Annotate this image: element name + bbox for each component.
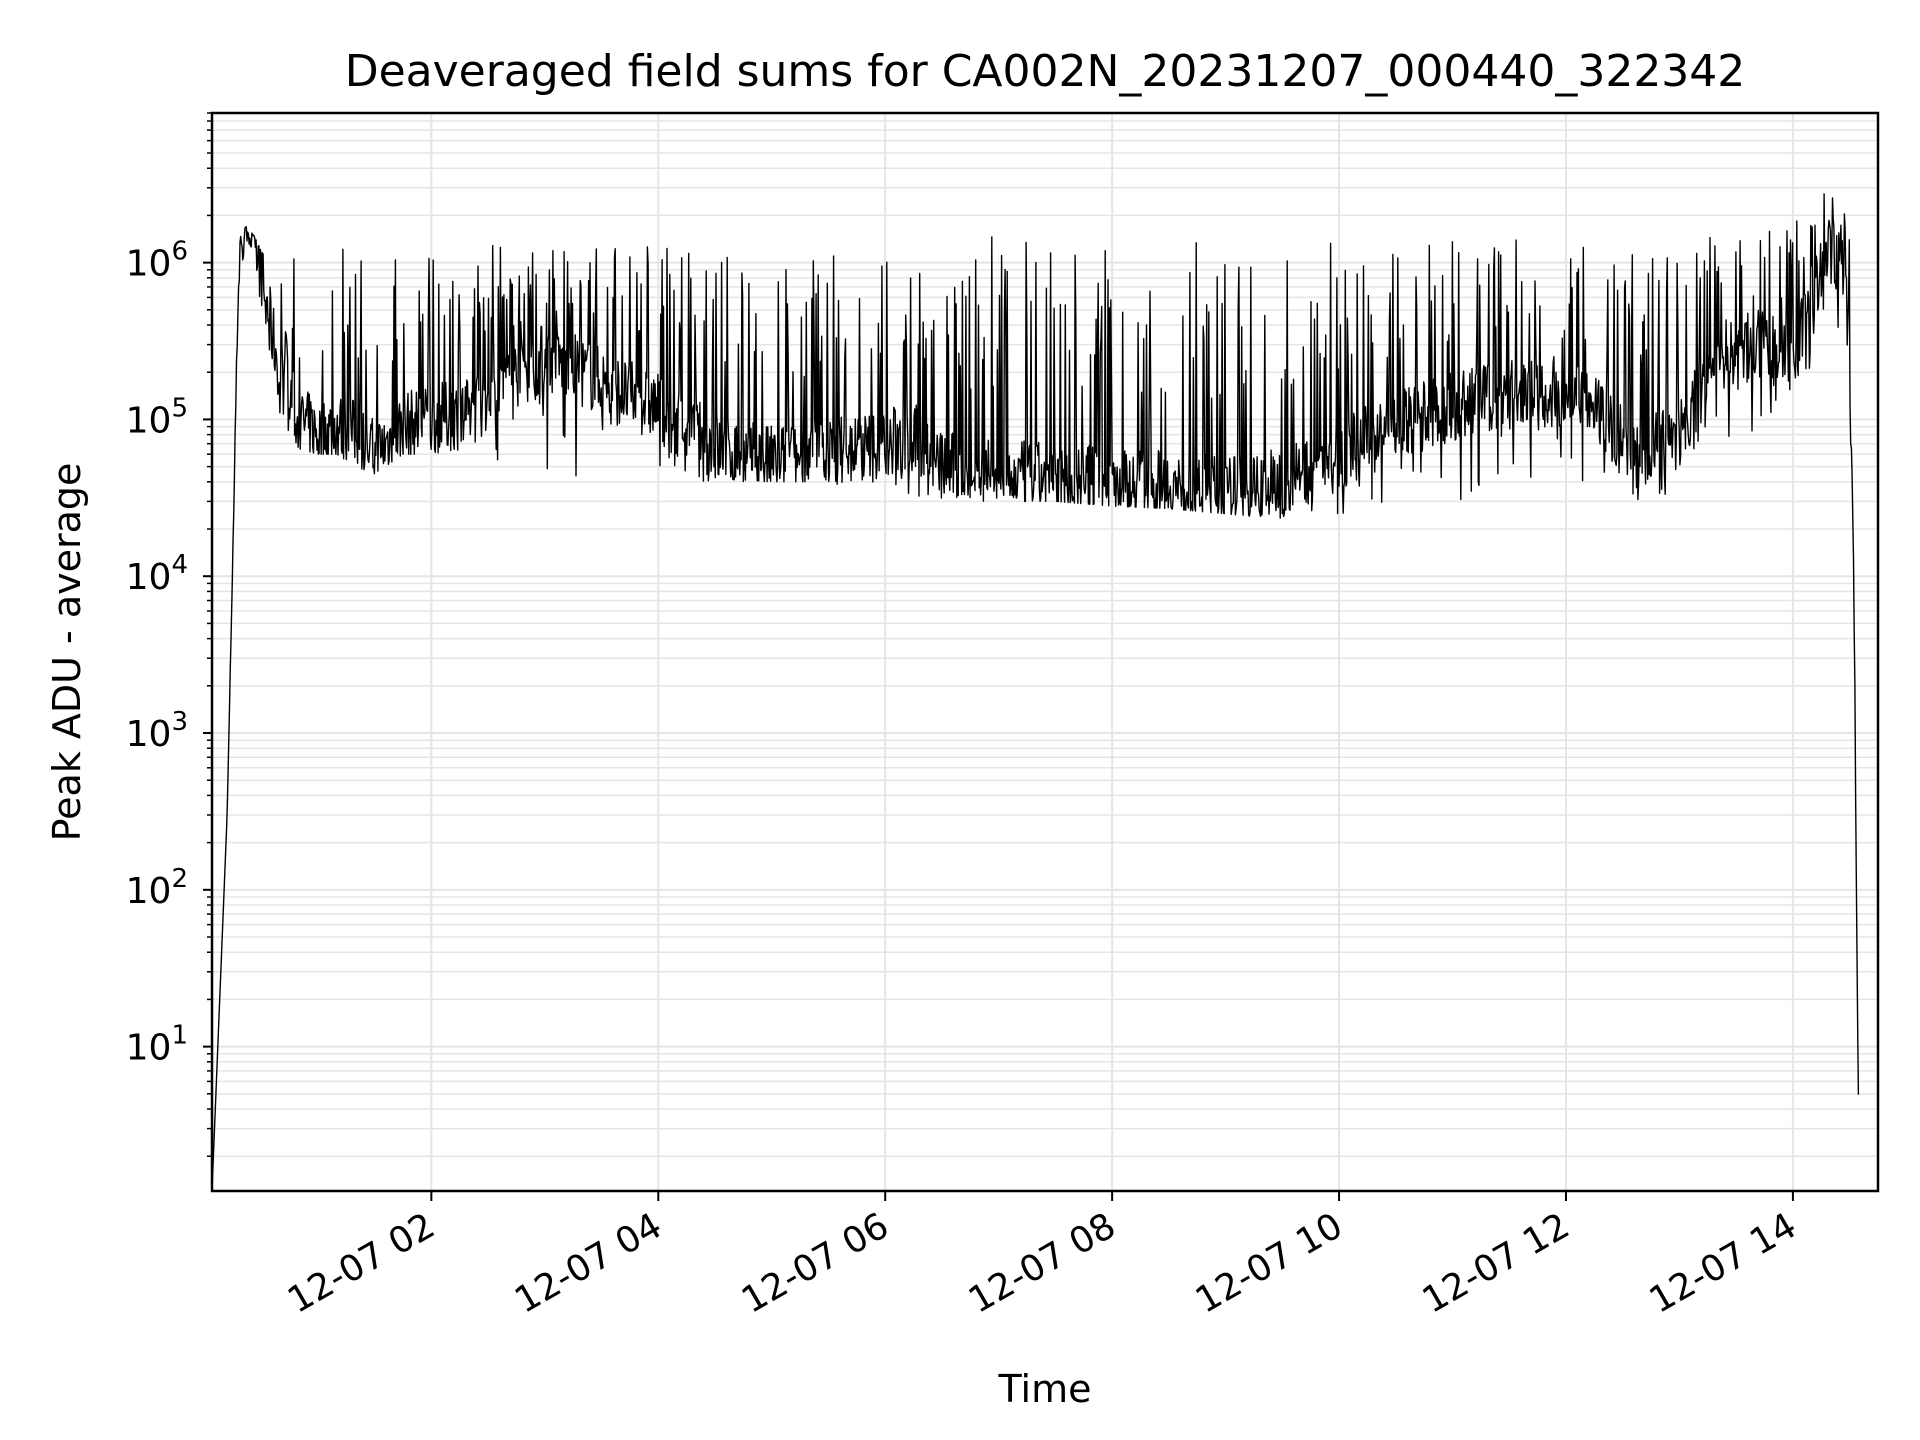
y-tick-label: 103	[126, 707, 188, 755]
y-tick-base: 10	[126, 871, 172, 912]
series-line	[211, 193, 1860, 1192]
y-axis-label: Peak ADU - average	[45, 463, 89, 842]
plot-frame	[210, 111, 1880, 1193]
y-tick-base: 10	[126, 714, 172, 755]
y-tick-exponent: 2	[171, 864, 188, 894]
y-tick-base: 10	[126, 1028, 172, 1069]
y-tick-exponent: 3	[171, 707, 188, 737]
y-tick-exponent: 1	[171, 1021, 188, 1051]
y-tick-base: 10	[126, 557, 172, 598]
y-tick-label: 104	[126, 550, 188, 598]
y-tick-base: 10	[126, 244, 172, 285]
y-tick-label: 106	[126, 237, 188, 285]
y-tick-base: 10	[126, 400, 172, 441]
y-tick-exponent: 4	[171, 550, 188, 580]
y-tick-exponent: 6	[171, 237, 188, 267]
y-tick-label: 101	[126, 1021, 188, 1069]
chart-title: Deaveraged field sums for CA002N_2023120…	[345, 46, 1746, 97]
y-tick-label: 102	[126, 864, 188, 912]
x-axis-label: Time	[998, 1367, 1092, 1411]
data-trace	[211, 193, 1860, 1192]
y-tick-exponent: 5	[171, 393, 188, 423]
y-tick-label: 105	[126, 393, 188, 441]
